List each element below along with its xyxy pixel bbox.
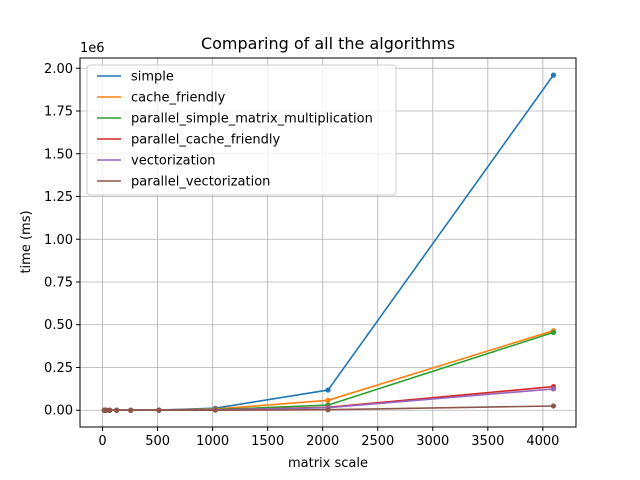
chart-title: Comparing of all the algorithms [201, 34, 455, 53]
y-tick-label: 1.50 [44, 147, 73, 162]
y-tick-label: 1.75 [44, 105, 73, 120]
y-tick-label: 0.25 [44, 361, 73, 376]
x-tick-label: 1000 [196, 434, 229, 449]
y-offset-text: 1e6 [80, 41, 105, 56]
legend-label-parallel_cache_friendly: parallel_cache_friendly [131, 133, 280, 148]
data-point-parallel_vectorization [550, 403, 557, 409]
y-tick-label: 0.00 [44, 404, 73, 419]
legend-label-parallel_simple_matrix_multiplication: parallel_simple_matrix_multiplication [131, 112, 373, 127]
x-tick-label: 2500 [361, 434, 394, 449]
series-layer [101, 72, 557, 413]
y-tick-label: 1.25 [44, 190, 73, 205]
legend-label-vectorization: vectorization [131, 154, 216, 169]
data-point-cache_friendly [325, 397, 331, 403]
data-point-parallel_vectorization [212, 407, 218, 413]
tick-layer: 0 500 1000 1500 2000 2500 3000 3500 4000 0.00 0.25… [44, 62, 559, 449]
legend-label-cache_friendly: cache_friendly [131, 91, 226, 106]
y-tick-label: 0.50 [44, 318, 73, 333]
data-point-simple [325, 387, 331, 393]
legend-label-parallel_vectorization: parallel_vectorization [131, 175, 270, 190]
x-tick-label: 0 [98, 434, 106, 449]
legend: simple cache_friendly parallel_simple_matr… [86, 64, 397, 196]
x-tick-label: 4000 [526, 434, 559, 449]
legend-label-simple: simple [131, 70, 174, 85]
legend-box [86, 64, 397, 196]
x-axis-label: matrix scale [288, 456, 368, 471]
data-point-parallel_vectorization [107, 407, 113, 413]
y-axis-label: time (ms) [19, 210, 34, 273]
x-tick-label: 500 [145, 434, 170, 449]
axes-frame [79, 57, 577, 428]
x-tick-label: 3500 [471, 434, 504, 449]
y-tick-label: 0.75 [44, 275, 73, 290]
data-point-simple [550, 72, 557, 78]
x-tick-label: 2000 [306, 434, 339, 449]
data-point-parallel_vectorization [325, 407, 331, 413]
x-tick-label: 1500 [251, 434, 284, 449]
x-tick-label: 3000 [416, 434, 449, 449]
data-point-parallel_vectorization [114, 407, 120, 413]
y-tick-label: 1.00 [44, 233, 73, 248]
data-point-parallel_vectorization [156, 407, 162, 413]
data-point-parallel_simple_matrix_multiplication [550, 329, 557, 336]
legend-items: simple cache_friendly parallel_simple_matr… [97, 70, 373, 190]
data-point-parallel_vectorization [128, 407, 134, 413]
y-tick-label: 2.00 [44, 62, 73, 77]
data-point-vectorization [550, 386, 557, 392]
